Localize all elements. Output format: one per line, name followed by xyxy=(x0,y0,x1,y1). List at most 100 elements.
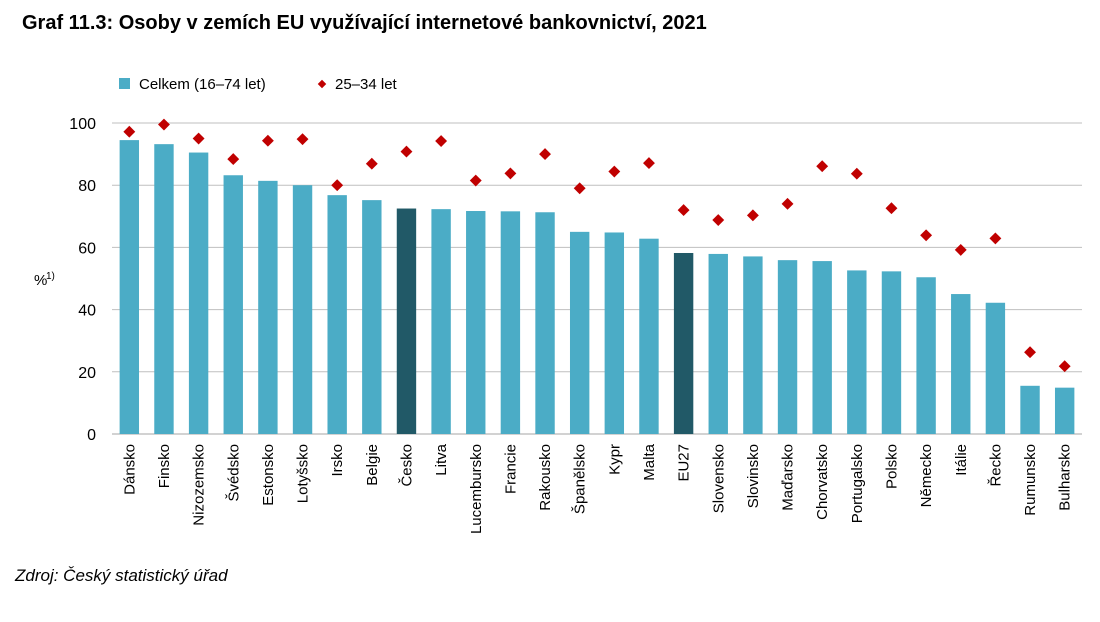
x-tick-label: EU27 xyxy=(676,444,693,482)
marker-10 xyxy=(469,174,482,187)
x-tick-label: Litva xyxy=(433,443,450,475)
x-tick-label: Maďarsko xyxy=(780,444,797,511)
bar-18 xyxy=(743,256,763,434)
x-tick-label: Švédsko xyxy=(225,444,242,502)
marker-25 xyxy=(989,232,1002,245)
x-tick-label: Polsko xyxy=(883,444,900,489)
chart-title: Graf 11.3: Osoby v zemích EU využívající… xyxy=(22,12,707,34)
legend-marker-label: 25–34 let xyxy=(335,76,398,93)
bar-24 xyxy=(951,294,971,434)
bar-26 xyxy=(1020,385,1040,434)
x-tick-label: Česko xyxy=(398,444,415,487)
bar-12 xyxy=(535,212,555,434)
marker-27 xyxy=(1058,360,1071,373)
x-tick-label: Bulharsko xyxy=(1057,444,1074,511)
x-tick-label: Slovinsko xyxy=(745,444,762,508)
x-tick-label: Španělsko xyxy=(572,444,589,514)
y-tick-label: 60 xyxy=(78,240,96,257)
x-tick-label: Francie xyxy=(502,444,519,494)
marker-15 xyxy=(643,157,655,170)
y-tick-label: 20 xyxy=(78,365,96,382)
bar-16 xyxy=(673,252,694,434)
marker-17 xyxy=(712,214,725,226)
grid-lines xyxy=(112,122,1082,435)
x-tick-label: Kypr xyxy=(606,444,623,475)
legend-bar-swatch xyxy=(119,78,130,89)
marker-4 xyxy=(261,134,274,147)
bar-2 xyxy=(188,152,209,435)
bar-27 xyxy=(1054,387,1075,434)
bar-3 xyxy=(223,175,243,435)
x-tick-label: Nizozemsko xyxy=(191,444,208,526)
marker-3 xyxy=(227,153,240,166)
bar-13 xyxy=(569,231,590,434)
y-axis-label-footnote: 1) xyxy=(46,271,55,282)
legend-bar-label: Celkem (16–74 let) xyxy=(139,76,266,93)
bar-19 xyxy=(777,260,798,434)
x-tick-label: Rumunsko xyxy=(1022,444,1039,516)
x-tick-label: Finsko xyxy=(156,444,173,488)
bar-5 xyxy=(292,185,313,434)
marker-23 xyxy=(920,229,933,242)
marker-11 xyxy=(504,167,517,180)
bar-6 xyxy=(327,195,347,434)
marker-9 xyxy=(435,135,448,147)
x-tick-label: Slovensko xyxy=(710,444,727,513)
bar-15 xyxy=(639,238,659,434)
bar-9 xyxy=(431,209,451,434)
marker-8 xyxy=(400,145,413,158)
bar-17 xyxy=(708,253,728,434)
marker-21 xyxy=(850,167,863,180)
x-tick-label: Estonsko xyxy=(260,444,277,506)
marker-20 xyxy=(816,160,829,173)
bar-11 xyxy=(500,211,521,434)
x-tick-label: Itálie xyxy=(953,444,970,476)
bar-8 xyxy=(396,208,417,434)
x-tick-label: Belgie xyxy=(364,444,381,486)
marker-6 xyxy=(331,179,344,192)
marker-18 xyxy=(746,209,759,222)
marker-24 xyxy=(954,243,967,256)
bar-1 xyxy=(154,144,174,434)
bar-25 xyxy=(985,302,1006,434)
x-tick-label: Rakousko xyxy=(537,444,554,511)
marker-14 xyxy=(608,165,621,178)
marker-13 xyxy=(573,182,586,195)
x-tick-label: Malta xyxy=(641,443,658,480)
x-tick-label: Dánsko xyxy=(121,444,138,495)
x-tick-label: Řecko xyxy=(987,444,1004,487)
y-axis-label: % xyxy=(34,272,47,289)
x-tick-label: Portugalsko xyxy=(849,444,866,523)
y-axis: 0 20 40 60 80 100 xyxy=(69,116,96,444)
bar-14 xyxy=(604,232,625,434)
legend-marker-swatch xyxy=(317,79,327,89)
marker-7 xyxy=(365,157,378,170)
y-tick-label: 0 xyxy=(87,427,96,444)
x-tick-label: Chorvatsko xyxy=(814,444,831,520)
marker-16 xyxy=(677,204,690,217)
y-tick-label: 40 xyxy=(78,303,96,320)
bar-21 xyxy=(847,270,867,434)
marker-22 xyxy=(885,202,898,215)
bar-10 xyxy=(466,211,486,434)
marker-26 xyxy=(1024,346,1036,359)
source-note: Zdroj: Český statistický úřad xyxy=(15,566,228,585)
marker-5 xyxy=(296,133,309,146)
marker-1 xyxy=(158,118,170,131)
legend: Celkem (16–74 let) 25–34 let xyxy=(119,76,398,93)
x-axis: Dánsko Finsko Nizozemsko Švédsko Estonsko Lot… xyxy=(121,443,1073,534)
marker-19 xyxy=(781,197,794,210)
y-tick-label: 100 xyxy=(69,116,96,133)
bars xyxy=(119,140,1075,435)
bar-0 xyxy=(119,140,140,435)
bar-20 xyxy=(812,261,832,434)
bar-4 xyxy=(258,180,278,434)
bar-7 xyxy=(362,200,382,434)
marker-2 xyxy=(192,132,205,145)
bar-22 xyxy=(881,271,902,434)
y-tick-label: 80 xyxy=(78,178,96,195)
x-tick-label: Lucembursko xyxy=(468,444,485,534)
bar-23 xyxy=(916,277,936,434)
x-tick-label: Německo xyxy=(918,444,935,507)
bar-chart: 0 20 40 60 80 100 Dánsko Finsko Nizozemsko Švéds… xyxy=(34,76,1082,534)
